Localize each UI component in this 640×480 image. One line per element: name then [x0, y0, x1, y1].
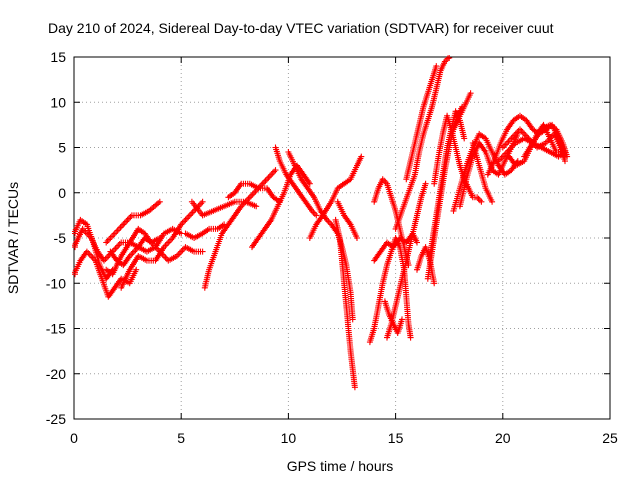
- series-trace-25: [403, 63, 440, 183]
- series-trace-15: [306, 153, 365, 241]
- point-markers: [469, 140, 496, 205]
- point-markers: [72, 216, 116, 282]
- series-trace-08: [182, 221, 228, 241]
- point-markers: [495, 135, 568, 165]
- x-tick-label: 20: [495, 430, 511, 446]
- y-axis-label: SDTVAR / TECUs: [5, 182, 21, 294]
- series-trace-24: [414, 244, 438, 287]
- point-markers: [384, 180, 429, 341]
- x-tick-label: 25: [602, 430, 618, 446]
- series-trace-36: [450, 90, 474, 133]
- point-markers: [225, 180, 283, 205]
- y-tick-label: -5: [54, 230, 67, 246]
- point-markers: [450, 90, 474, 133]
- point-markers: [332, 216, 358, 391]
- y-tick-label: -15: [46, 321, 66, 337]
- y-tick-label: -10: [46, 275, 66, 291]
- point-markers: [182, 221, 228, 241]
- series-trace-32: [484, 112, 568, 178]
- y-tick-label: 15: [50, 49, 66, 65]
- series-trace-23: [392, 55, 453, 232]
- point-markers: [306, 153, 365, 241]
- point-markers: [118, 198, 206, 291]
- series-trace-16: [332, 216, 358, 391]
- point-markers: [334, 198, 360, 241]
- series-trace-07: [118, 198, 206, 291]
- chart-title: Day 210 of 2024, Sidereal Day-to-day VTE…: [48, 20, 554, 36]
- point-markers: [103, 225, 206, 278]
- y-tick-label: 5: [58, 140, 66, 156]
- series-trace-04: [103, 198, 163, 246]
- point-markers: [201, 167, 279, 291]
- data-points: [72, 55, 571, 391]
- point-markers: [484, 112, 568, 178]
- point-markers: [272, 144, 320, 219]
- series-trace-21: [384, 180, 429, 341]
- series-trace-11: [225, 180, 283, 205]
- series-trace-10: [201, 167, 279, 291]
- x-tick-label: 0: [70, 430, 78, 446]
- series-trace-06: [103, 225, 206, 278]
- series-trace-09: [188, 198, 260, 219]
- series-trace-35: [506, 121, 568, 169]
- point-markers: [403, 63, 440, 183]
- y-tick-label: 0: [58, 185, 66, 201]
- point-markers: [371, 176, 412, 269]
- point-markers: [188, 198, 260, 219]
- x-tick-label: 15: [388, 430, 404, 446]
- y-tick-label: -25: [46, 411, 66, 427]
- y-tick-label: -20: [46, 366, 66, 382]
- y-tick-label: 10: [50, 94, 66, 110]
- series-trace-17: [334, 198, 360, 241]
- tick-labels: 0 5 10 15 20 25 -25 -20 -15 -10 -5 0 5 10 15: [46, 49, 618, 446]
- axis-ticks: [73, 56, 611, 420]
- point-markers: [414, 244, 438, 287]
- series-trace-31: [469, 140, 496, 205]
- point-markers: [506, 121, 568, 169]
- x-tick-label: 5: [177, 430, 185, 446]
- x-tick-label: 10: [281, 430, 297, 446]
- series-trace-03: [72, 216, 116, 282]
- series-trace-22: [371, 176, 412, 269]
- point-markers: [392, 55, 453, 232]
- series-trace-37: [495, 135, 568, 165]
- point-markers: [103, 198, 163, 246]
- x-axis-label: GPS time / hours: [287, 458, 394, 474]
- series-trace-13: [272, 144, 320, 219]
